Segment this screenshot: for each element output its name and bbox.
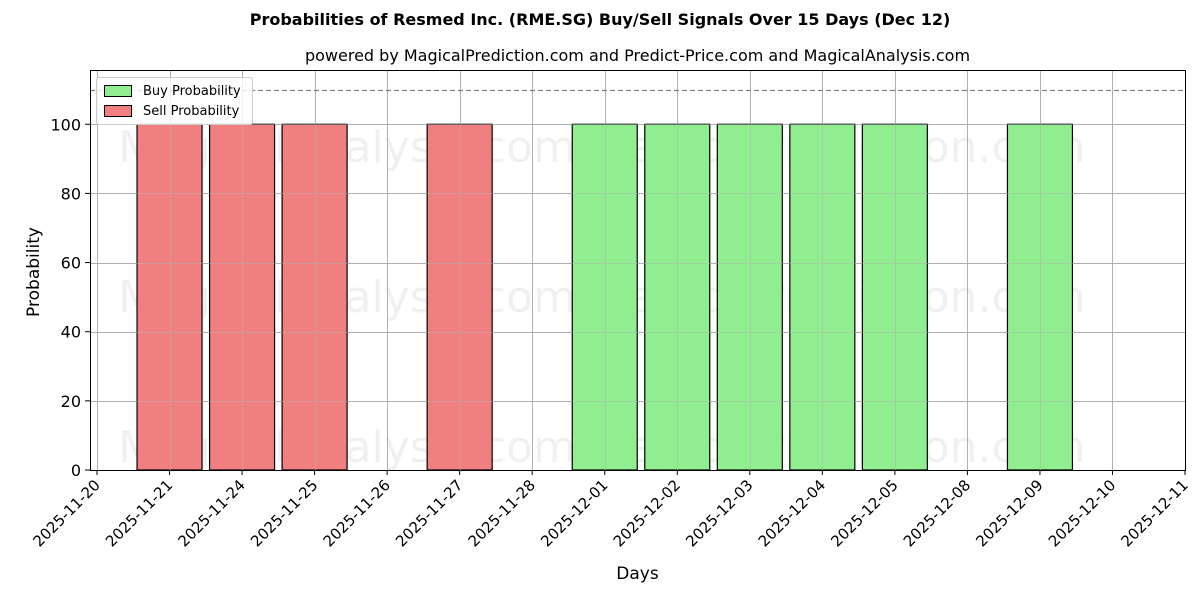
- legend-label-buy: Buy Probability: [143, 83, 241, 99]
- legend-item-buy: Buy Probability: [104, 82, 241, 100]
- y-tick-label: 20: [61, 392, 81, 411]
- x-tick-label: 2025-12-05: [827, 476, 901, 550]
- chart-subtitle: powered by MagicalPrediction.com and Pre…: [304, 46, 971, 65]
- sell-bar-2025-11-21: [136, 123, 203, 471]
- x-tick-label: 2025-11-20: [29, 476, 103, 550]
- x-tick-label: 2025-11-27: [392, 476, 466, 550]
- sell-bar-2025-11-25: [281, 123, 348, 471]
- x-tick-label: 2025-11-28: [465, 476, 539, 550]
- plot-frame: [90, 70, 1186, 471]
- x-tick-label: 2025-11-26: [320, 476, 394, 550]
- buy-bar-2025-12-09: [1006, 123, 1074, 471]
- buy-bar-2025-12-03: [716, 123, 783, 471]
- x-tick-label: 2025-11-25: [247, 476, 321, 550]
- x-tick-label: 2025-12-04: [755, 476, 829, 550]
- y-tick-label: 80: [61, 184, 81, 203]
- chart-title: Probabilities of Resmed Inc. (RME.SG) Bu…: [249, 10, 951, 29]
- x-axis-ticks: 2025-11-202025-11-212025-11-242025-11-25…: [29, 470, 1192, 550]
- legend: Buy Probability Sell Probability: [96, 77, 253, 125]
- buy-bar-2025-12-05: [861, 123, 928, 471]
- x-tick-label: 2025-12-11: [1117, 476, 1191, 550]
- y-axis-ticks: 0 20 40 60 80 100: [50, 115, 90, 480]
- x-axis-label: Days: [616, 564, 659, 584]
- x-tick-label: 2025-12-01: [537, 476, 611, 550]
- y-tick-label: 60: [61, 254, 81, 273]
- x-tick-label: 2025-12-10: [1045, 476, 1119, 550]
- x-tick-label: 2025-12-02: [610, 476, 684, 550]
- x-tick-label: 2025-12-08: [900, 476, 974, 550]
- y-tick-label: 100: [50, 115, 81, 134]
- buy-bar-2025-12-01: [571, 123, 638, 471]
- buy-swatch-icon: [104, 85, 132, 97]
- sell-swatch-icon: [104, 105, 132, 117]
- y-axis-label: Probability: [24, 227, 44, 317]
- sell-bar-2025-11-27: [426, 123, 493, 471]
- legend-label-sell: Sell Probability: [143, 103, 240, 119]
- x-tick-label: 2025-12-09: [972, 476, 1046, 550]
- y-tick-label: 0: [71, 461, 81, 480]
- x-tick-label: 2025-11-24: [175, 476, 249, 550]
- x-tick-label: 2025-11-21: [102, 476, 176, 550]
- x-tick-label: 2025-12-03: [682, 476, 756, 550]
- y-tick-label: 40: [61, 323, 81, 342]
- legend-item-sell: Sell Probability: [104, 102, 239, 120]
